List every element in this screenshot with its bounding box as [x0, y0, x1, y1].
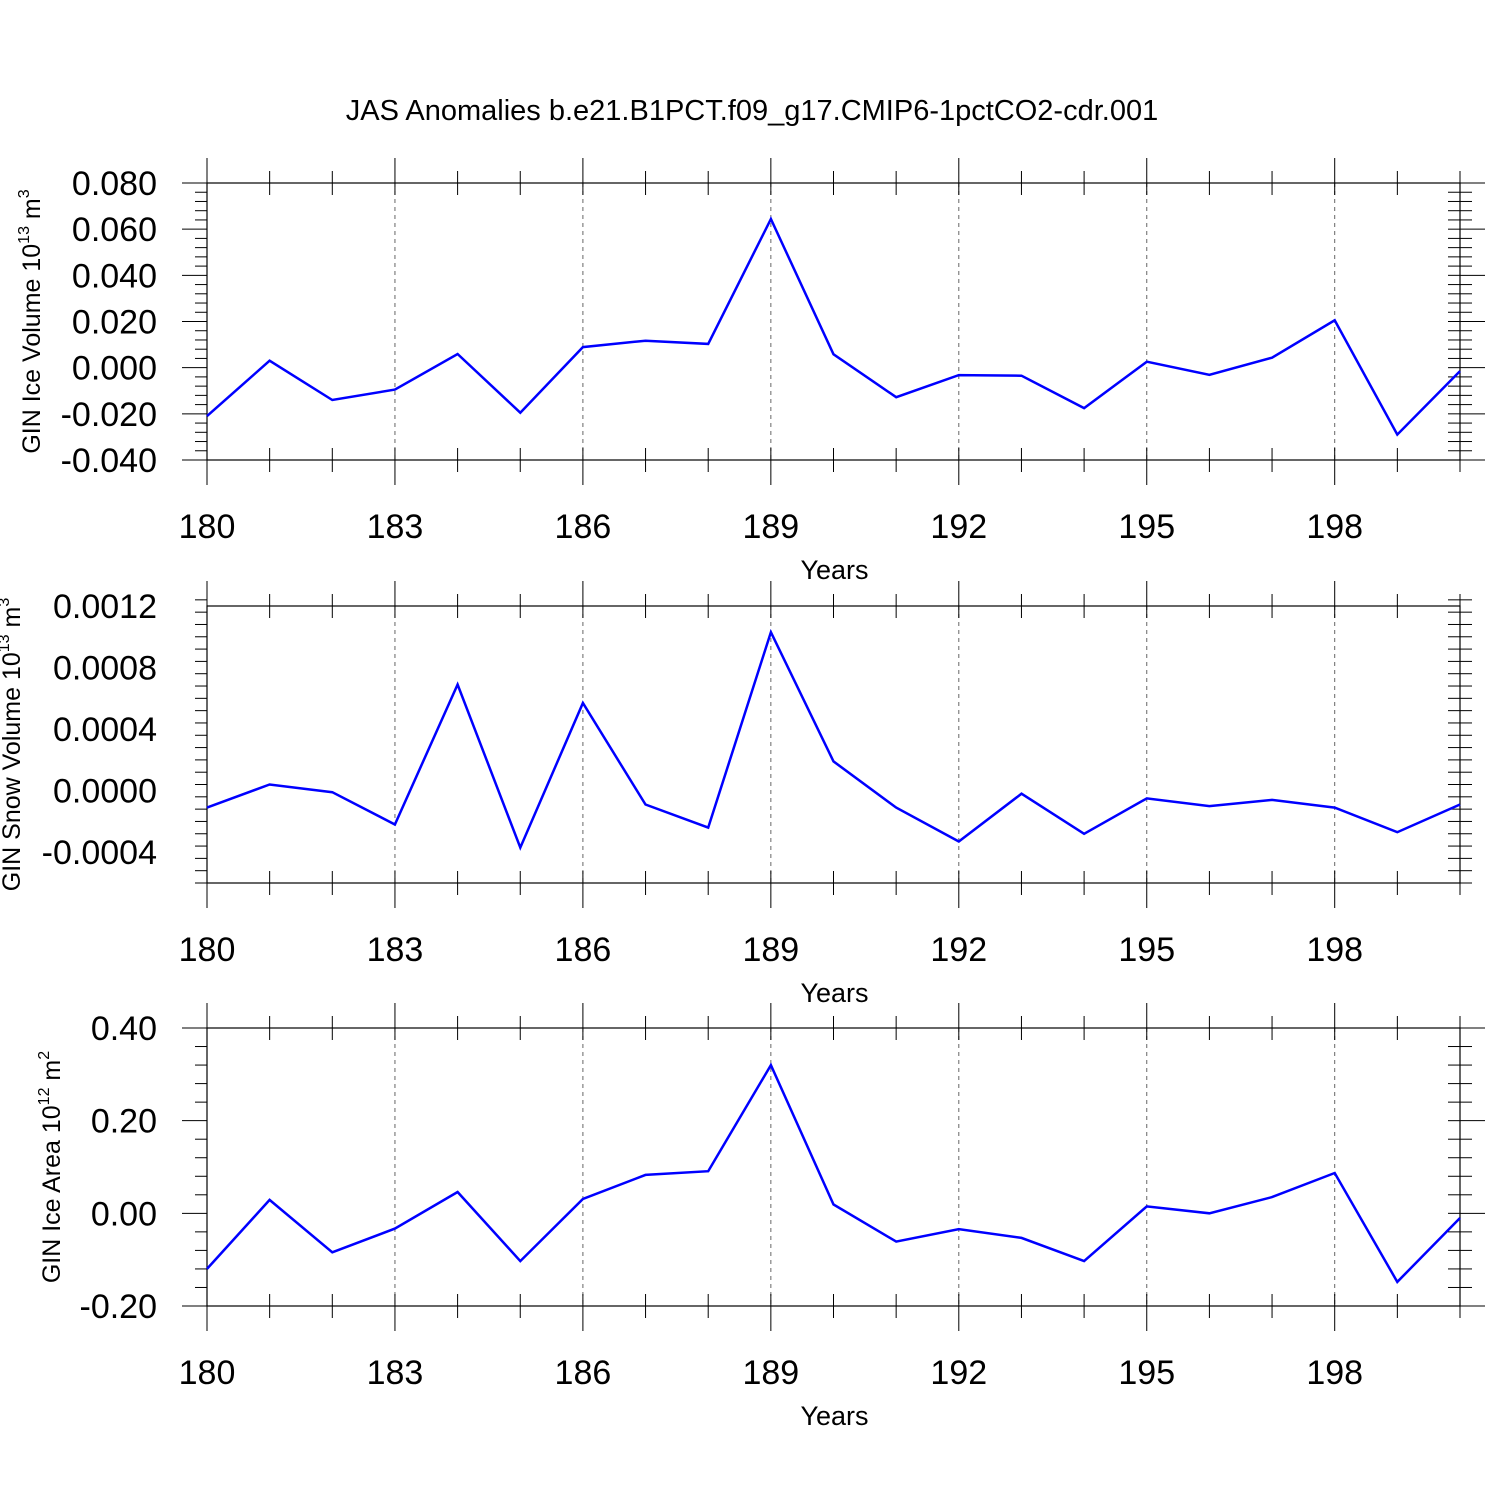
- x-axis-label: Years: [800, 555, 868, 585]
- y-tick-label: 0.20: [91, 1103, 157, 1141]
- y-tick-label: 0.0008: [53, 650, 157, 688]
- y-tick-label: 0.0004: [53, 711, 157, 749]
- y-tick-label: 0.020: [72, 304, 157, 342]
- y-tick-label: 0.000: [72, 350, 157, 388]
- x-tick-label: 189: [742, 1354, 799, 1392]
- y-axis-label: GIN Snow Volume 1013 m3: [0, 598, 26, 892]
- x-tick-label: 180: [179, 931, 236, 969]
- y-tick-label: 0.40: [91, 1010, 157, 1048]
- x-tick-label: 195: [1118, 931, 1175, 969]
- y-tick-label: 0.0000: [53, 773, 157, 811]
- y-axis-label-part: m: [38, 1060, 66, 1088]
- x-tick-label: 186: [555, 1354, 612, 1392]
- y-tick-label: 0.040: [72, 257, 157, 295]
- x-tick-label: 180: [179, 508, 236, 546]
- y-axis-label-superscript: 12: [36, 1087, 53, 1105]
- x-tick-label: 186: [555, 508, 612, 546]
- series-line: [206, 216, 1461, 437]
- y-tick-label: 0.060: [72, 211, 157, 249]
- y-tick-label: -0.0004: [42, 834, 157, 872]
- x-tick-label: 189: [742, 931, 799, 969]
- chart-title: JAS Anomalies b.e21.B1PCT.f09_g17.CMIP6-…: [346, 95, 1158, 127]
- y-tick-label: -0.040: [61, 442, 157, 480]
- y-axis-label-superscript: 3: [16, 189, 33, 198]
- y-axis-label-part: GIN Snow Volume 10: [0, 652, 26, 891]
- x-tick-label: 180: [179, 1354, 236, 1392]
- x-tick-label: 186: [555, 931, 612, 969]
- y-axis-label: GIN Ice Volume 1013 m3: [16, 189, 46, 453]
- x-tick-label: 189: [742, 508, 799, 546]
- x-axis-label: Years: [800, 1401, 868, 1431]
- series-line: [206, 628, 1461, 851]
- y-axis-label-part: GIN Ice Area 10: [38, 1105, 66, 1283]
- y-axis-label-superscript: 2: [36, 1051, 53, 1060]
- x-tick-label: 195: [1118, 1354, 1175, 1392]
- series-line: [206, 1062, 1461, 1284]
- chart-panel-2: 180 183 186 189 192 195 198 Years -0.0004 0.0000 0…: [0, 581, 1472, 1008]
- x-tick-label: 183: [367, 931, 424, 969]
- y-tick-label: -0.20: [80, 1288, 158, 1326]
- x-tick-label: 192: [930, 931, 987, 969]
- y-tick-label: 0.0012: [53, 588, 157, 626]
- y-tick-label: 0.080: [72, 165, 157, 203]
- x-tick-label: 183: [367, 1354, 424, 1392]
- x-tick-label: 198: [1306, 1354, 1363, 1392]
- y-axis-label-superscript: 3: [0, 598, 13, 607]
- y-axis-label: GIN Ice Area 1012 m2: [36, 1051, 66, 1283]
- y-tick-label: -0.020: [61, 396, 157, 434]
- chart-panel-1: 180 183 186 189 192 195 198 Years -0.040 -0.020 0.…: [16, 158, 1485, 585]
- x-tick-label: 192: [930, 508, 987, 546]
- y-axis-label-superscript: 13: [0, 634, 13, 652]
- y-axis-label-part: m: [18, 198, 46, 226]
- y-axis-label-part: GIN Ice Volume 10: [18, 244, 46, 454]
- x-tick-label: 198: [1306, 508, 1363, 546]
- x-tick-label: 192: [930, 1354, 987, 1392]
- y-axis-label-part: m: [0, 607, 26, 635]
- chart-panel-3: 180 183 186 189 192 195 198 Years -0.20 0.00 0.20 0…: [36, 1003, 1485, 1431]
- x-tick-label: 183: [367, 508, 424, 546]
- chart-panels: 180 183 186 189 192 195 198 Years -0.040 -0.020 0.…: [0, 158, 1485, 1431]
- x-axis-label: Years: [800, 978, 868, 1008]
- y-tick-label: 0.00: [91, 1195, 157, 1233]
- y-axis-label-superscript: 13: [16, 226, 33, 244]
- x-tick-label: 195: [1118, 508, 1175, 546]
- x-tick-label: 198: [1306, 931, 1363, 969]
